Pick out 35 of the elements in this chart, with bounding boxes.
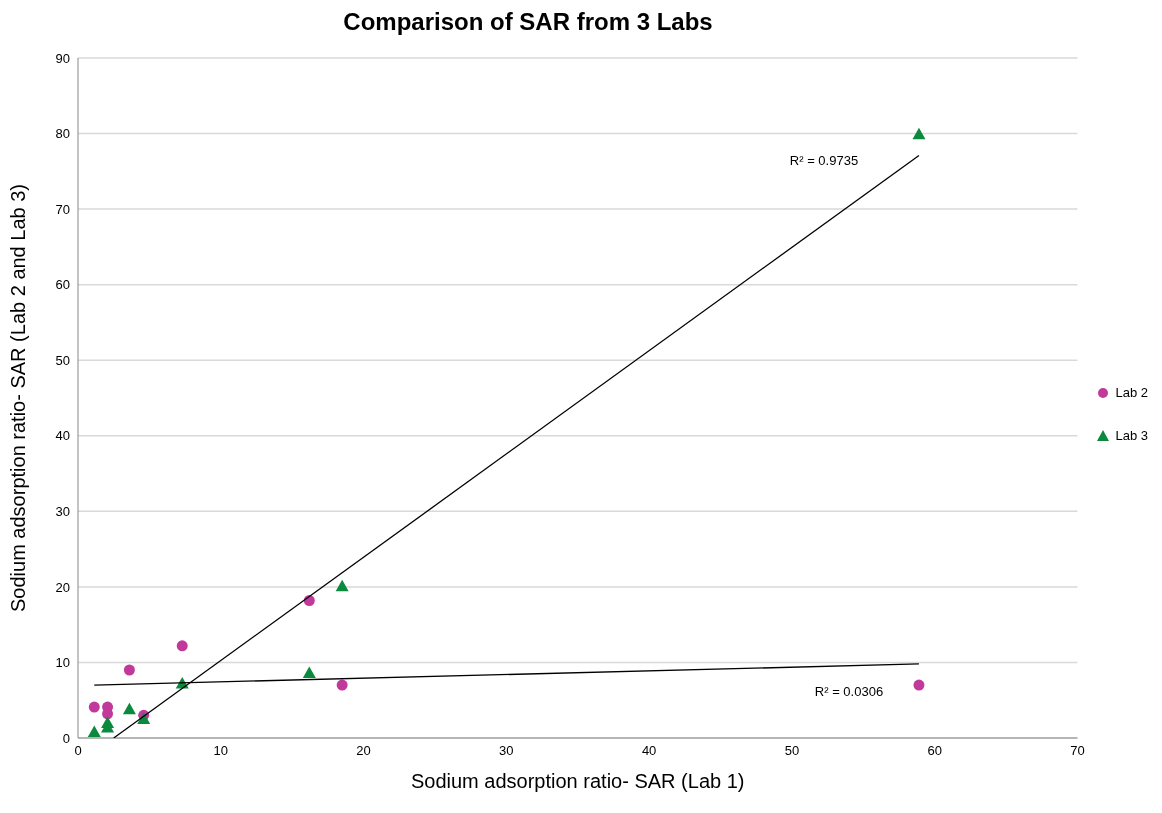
- y-tick-label: 0: [62, 730, 70, 746]
- annotation: R² = 0.9735: [789, 153, 859, 169]
- point: [912, 127, 926, 140]
- y-axis-title: Sodium adsorption ratio- SAR (Lab 2 and Lab 3): [7, 183, 30, 613]
- annotation: R² = 0.0306: [814, 683, 884, 699]
- y-tick-label: 70: [55, 201, 70, 217]
- x-tick-label: 70: [1070, 743, 1085, 759]
- point: [335, 579, 349, 592]
- y-tick-label: 90: [55, 50, 70, 66]
- y-tick-label: 60: [55, 277, 70, 293]
- x-tick-label: 20: [356, 743, 371, 759]
- x-tick-label: 0: [74, 743, 82, 759]
- point: [913, 679, 925, 691]
- point: [88, 701, 100, 713]
- point: [336, 679, 348, 691]
- y-tick-label: 40: [55, 428, 70, 444]
- point: [87, 725, 101, 737]
- point: [122, 702, 136, 715]
- point: [176, 640, 188, 652]
- x-tick-label: 10: [213, 743, 229, 759]
- x-tick-label: 50: [784, 743, 800, 759]
- x-axis-title: Sodium adsorption ratio- SAR (Lab 1): [410, 770, 745, 792]
- chart-title: Comparison of SAR from 3 Labs: [342, 8, 714, 37]
- x-tick-label: 40: [641, 743, 657, 759]
- x-tick-label: 60: [927, 743, 942, 759]
- y-tick-label: 50: [55, 352, 70, 368]
- y-tick-label: 10: [55, 655, 70, 671]
- point: [302, 666, 316, 679]
- y-tick-label: 80: [55, 126, 70, 142]
- legend-label: Lab 2: [1115, 385, 1148, 400]
- legend-label: Lab 3: [1115, 428, 1148, 443]
- x-tick-label: 30: [499, 743, 514, 759]
- point: [123, 664, 135, 676]
- y-tick-label: 30: [55, 503, 70, 519]
- y-tick-label: 20: [55, 579, 70, 595]
